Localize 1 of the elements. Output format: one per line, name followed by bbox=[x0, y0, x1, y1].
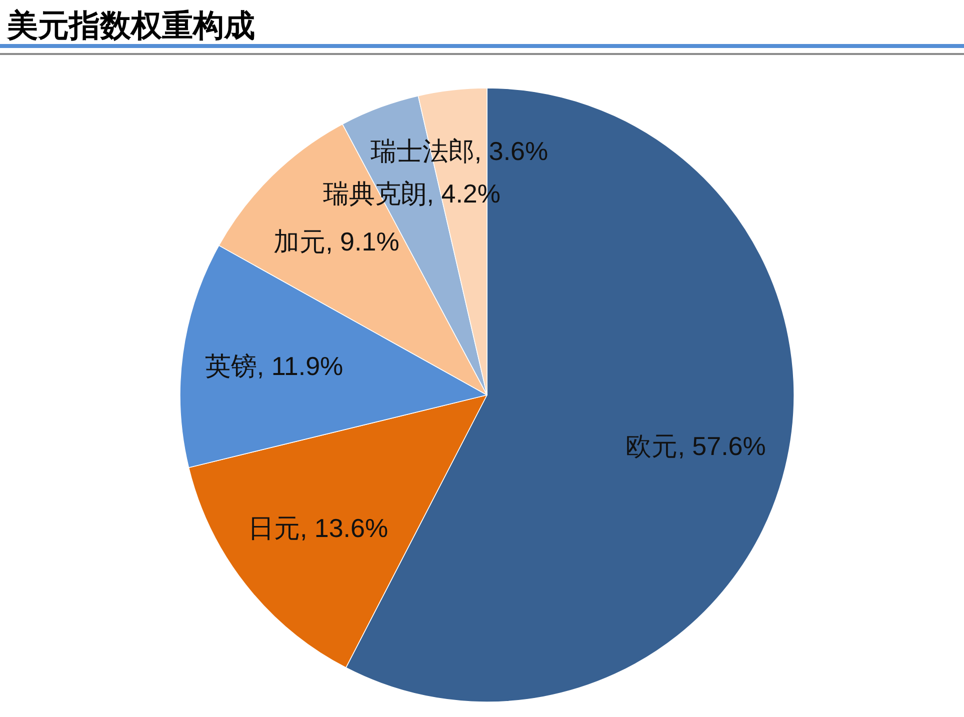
title: 美元指数权重构成 bbox=[7, 8, 255, 44]
